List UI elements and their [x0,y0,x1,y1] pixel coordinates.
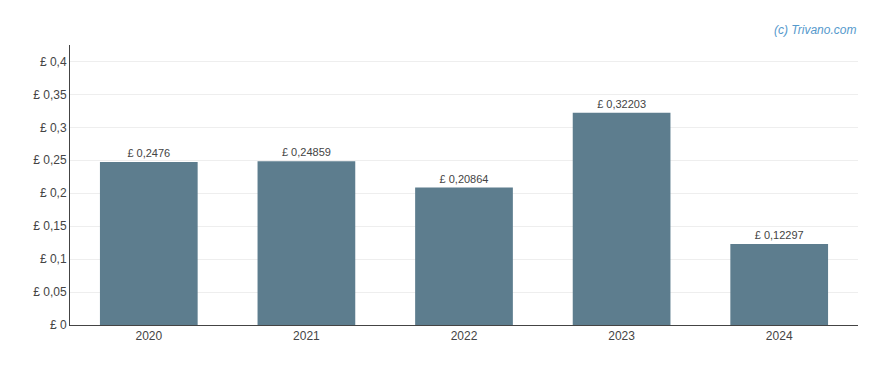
svg-text:2023: 2023 [608,329,635,343]
svg-text:£ 0,3: £ 0,3 [40,121,67,135]
svg-text:£ 0: £ 0 [50,318,67,332]
svg-text:£ 0,25: £ 0,25 [33,153,67,167]
svg-text:2020: 2020 [135,329,162,343]
svg-text:2022: 2022 [451,329,478,343]
svg-text:£ 0,24859: £ 0,24859 [282,146,331,158]
svg-text:£ 0,1: £ 0,1 [40,252,67,266]
svg-text:(c) Trivano.com: (c) Trivano.com [774,23,856,37]
svg-text:£ 0,4: £ 0,4 [40,55,67,69]
svg-text:2024: 2024 [766,329,793,343]
svg-text:£ 0,2476: £ 0,2476 [127,147,170,159]
svg-text:£ 0,15: £ 0,15 [33,219,67,233]
svg-text:£ 0,35: £ 0,35 [33,88,67,102]
svg-text:£ 0,12297: £ 0,12297 [755,229,804,241]
svg-text:£ 0,2: £ 0,2 [40,186,67,200]
svg-text:£ 0,05: £ 0,05 [33,285,67,299]
svg-text:£ 0,32203: £ 0,32203 [597,98,646,110]
svg-text:£ 0,20864: £ 0,20864 [440,173,489,185]
svg-text:2021: 2021 [293,329,320,343]
